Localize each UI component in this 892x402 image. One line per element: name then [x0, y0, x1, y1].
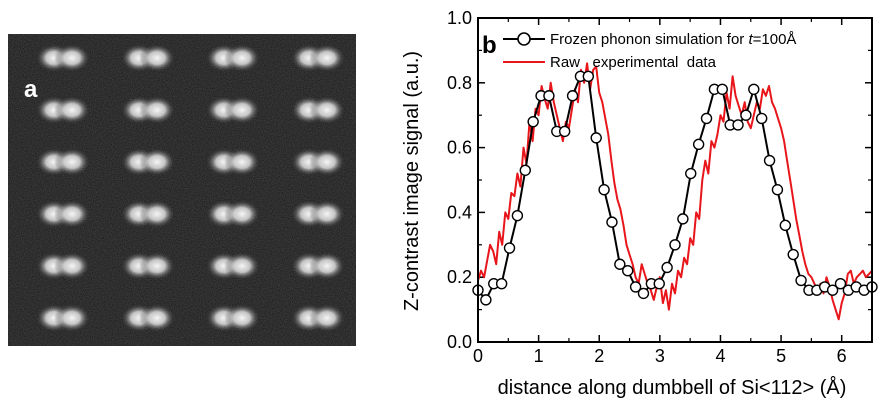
simulation-point	[566, 90, 579, 102]
x-tick-label: 2	[594, 346, 604, 366]
simulation-point	[795, 274, 807, 287]
simulation-point	[543, 90, 555, 102]
x-tick-label: 1	[534, 346, 544, 366]
stem-image-panel: a	[8, 34, 356, 346]
simulation-point	[527, 115, 539, 128]
simulation-point	[755, 112, 768, 125]
y-tick-label: 0.4	[447, 202, 472, 222]
simulation-point	[503, 242, 516, 254]
simulation-point	[716, 83, 728, 95]
y-tick-label: 0.0	[447, 332, 472, 352]
simulation-point	[558, 125, 571, 138]
x-tick-label: 0	[473, 346, 483, 366]
x-tick-label: 3	[655, 346, 665, 366]
legend-label-simulation: Frozen phonon simulation for t=100Å	[550, 31, 796, 48]
y-tick-label: 0.6	[447, 138, 472, 158]
x-tick-label: 5	[776, 346, 786, 366]
simulation-point	[771, 184, 784, 196]
legend: Frozen phonon simulation for t=100Å Raw …	[503, 31, 796, 71]
simulation-point	[598, 184, 610, 196]
simulation-point	[677, 213, 689, 225]
simulation-point	[700, 112, 713, 125]
simulation-point	[590, 132, 602, 144]
x-axis-title: distance along dumbbell of Si<112> (Å)	[498, 376, 847, 399]
plot-frame	[477, 17, 873, 343]
simulation-point	[685, 167, 697, 180]
x-tick-label: 6	[837, 346, 847, 366]
y-tick-label: 1.0	[447, 8, 472, 28]
simulation-point	[622, 265, 634, 277]
y-axis-title: Z-contrast image signal (a.u.)	[401, 51, 423, 311]
simulation-point	[834, 277, 847, 290]
simulation-point	[779, 219, 792, 232]
legend-marker-simulation	[517, 32, 531, 46]
x-tick-label: 4	[715, 346, 725, 366]
simulation-point	[606, 216, 618, 228]
simulation-point	[787, 248, 799, 261]
simulation-point	[519, 164, 531, 176]
simulation-point	[732, 119, 744, 131]
simulation-point	[629, 281, 642, 293]
legend-label-experiment: Raw experimental data	[550, 54, 717, 71]
simulation-point	[692, 138, 705, 151]
simulation-point	[653, 277, 665, 290]
simulation-point	[661, 261, 673, 274]
simulation-point	[582, 70, 595, 83]
simulation-point	[740, 109, 752, 121]
simulation-point	[826, 284, 839, 296]
simulation-point	[480, 294, 492, 306]
simulation-point	[763, 154, 776, 167]
simulation-point	[614, 258, 626, 270]
panel-a-label: a	[24, 76, 38, 103]
image-noise-overlay	[8, 34, 356, 346]
y-tick-label: 0.2	[447, 267, 472, 287]
simulation-point	[669, 239, 681, 251]
simulation-point	[637, 287, 650, 300]
y-tick-label: 0.8	[447, 73, 472, 93]
simulation-point	[495, 277, 508, 290]
simulation-point	[748, 83, 760, 95]
panel-b-label: b	[482, 32, 497, 59]
simulation-point	[511, 209, 524, 222]
